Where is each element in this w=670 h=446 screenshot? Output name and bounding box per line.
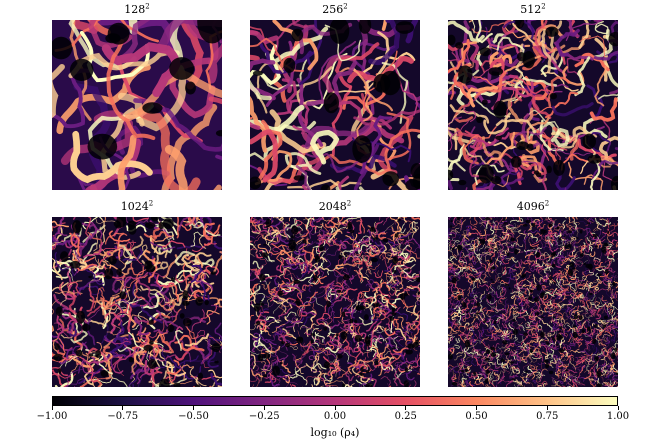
density-image-256 [250, 20, 420, 190]
colorbar-tick [617, 406, 619, 410]
colorbar-tick [334, 406, 336, 410]
colorbar-tick-label: 0.75 [536, 411, 559, 422]
density-image-2048 [250, 217, 420, 387]
panel-title-2048: 20482 [318, 199, 352, 213]
colorbar-tick-label: −0.75 [107, 411, 139, 422]
colorbar [52, 396, 618, 406]
density-image-1024 [52, 217, 222, 387]
panel-title-1024: 10242 [120, 199, 154, 213]
colorbar-label: log₁₀ (ρ₄) [310, 426, 360, 439]
panel-title-128: 1282 [124, 2, 150, 16]
colorbar-tick [476, 406, 477, 410]
panel-title-256: 2562 [322, 2, 348, 16]
colorbar-tick [405, 406, 407, 410]
colorbar-tick-label: 1.00 [606, 411, 630, 422]
panel-title-4096: 40962 [516, 199, 550, 213]
panel-title-512: 5122 [520, 2, 546, 16]
colorbar-tick-label: 0.00 [323, 411, 347, 422]
colorbar-tick [546, 406, 548, 410]
colorbar-tick-label: 0.50 [465, 411, 488, 422]
colorbar-tick-label: −0.25 [248, 411, 280, 422]
colorbar-tick [193, 406, 194, 410]
colorbar-tick-label: −1.00 [36, 411, 68, 422]
density-image-512 [448, 20, 618, 190]
colorbar-tick [263, 406, 265, 410]
density-image-128 [52, 20, 222, 190]
colorbar-tick [51, 406, 53, 410]
colorbar-tick-label: −0.50 [178, 411, 209, 422]
colorbar-tick [122, 406, 124, 410]
colorbar-tick-label: 0.25 [394, 411, 417, 422]
density-image-4096 [448, 217, 618, 387]
